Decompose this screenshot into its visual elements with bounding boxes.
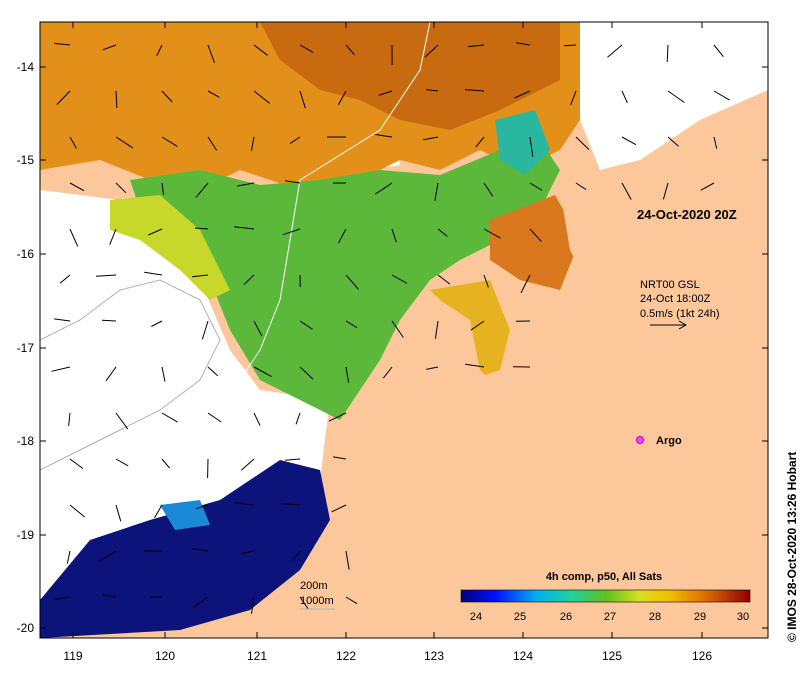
colorbar-tick-label: 30 bbox=[737, 611, 749, 623]
lat-tick-label: -14 bbox=[17, 60, 35, 74]
lon-tick-label: 123 bbox=[424, 649, 444, 663]
depth-legend-1000m: 1000m bbox=[300, 595, 334, 607]
colorbar-tick-label: 27 bbox=[604, 611, 616, 623]
colorbar-tick-label: 24 bbox=[470, 611, 482, 623]
vector-legend-line2: 24-Oct 18:00Z bbox=[640, 293, 711, 305]
lat-tick-label: -17 bbox=[17, 341, 35, 355]
colorbar-tick-label: 28 bbox=[649, 611, 661, 623]
lon-tick-label: 121 bbox=[247, 649, 267, 663]
lon-tick-label: 125 bbox=[602, 649, 622, 663]
map-plot-area bbox=[40, 22, 768, 638]
lon-tick-label: 120 bbox=[155, 649, 175, 663]
argo-marker bbox=[637, 437, 644, 444]
lat-tick-label: -15 bbox=[17, 153, 35, 167]
lon-tick-label: 119 bbox=[63, 649, 82, 663]
depth-legend-200m: 200m bbox=[300, 580, 328, 592]
lat-tick-label: -18 bbox=[17, 434, 35, 448]
colorbar-tick-label: 26 bbox=[560, 611, 572, 623]
lon-tick-label: 124 bbox=[513, 649, 533, 663]
vector-legend-line1: NRT00 GSL bbox=[640, 279, 700, 291]
colorbar-ramp bbox=[461, 590, 750, 602]
argo-label: Argo bbox=[656, 435, 682, 447]
date-label: 24-Oct-2020 20Z bbox=[637, 207, 737, 222]
lon-tick-label: 122 bbox=[336, 649, 356, 663]
lat-tick-label: -20 bbox=[17, 621, 35, 635]
lon-tick-label: 126 bbox=[692, 649, 712, 663]
current-vector bbox=[102, 320, 116, 321]
vector-legend-line3: 0.5m/s (1kt 24h) bbox=[640, 308, 719, 320]
credit-label: © IMOS 28-Oct-2020 13:26 Hobart bbox=[785, 452, 799, 642]
colorbar-title: 4h comp, p50, All Sats bbox=[546, 571, 662, 583]
colorbar-tick-label: 29 bbox=[694, 611, 706, 623]
lat-tick-label: -19 bbox=[17, 528, 35, 542]
lat-tick-label: -16 bbox=[17, 247, 35, 261]
colorbar-tick-label: 25 bbox=[514, 611, 526, 623]
